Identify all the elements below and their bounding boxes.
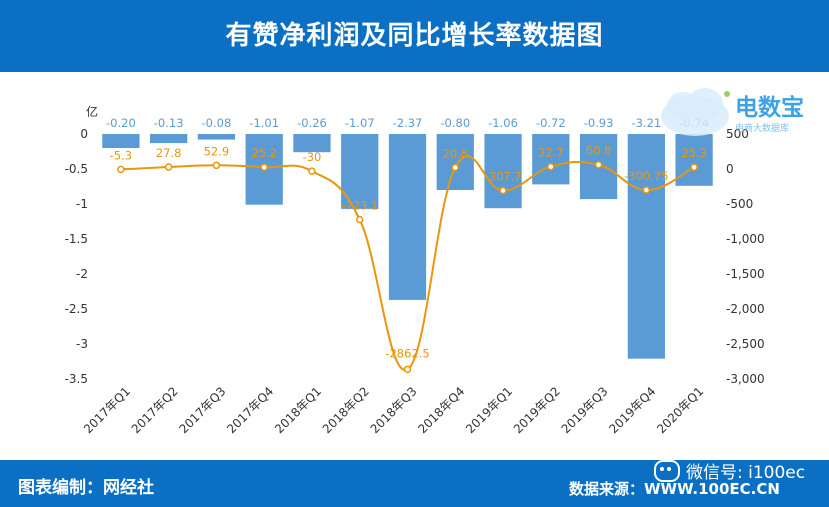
footer-source: 数据来源：WWW.100EC.CN: [569, 480, 780, 498]
line-point: [547, 162, 555, 171]
x-tick-label: 2017年Q1: [81, 384, 133, 436]
cloud-logo-icon: [655, 82, 825, 142]
bar-data-label: -2.37: [393, 116, 423, 130]
y-left-tick-label: -1.5: [65, 232, 88, 246]
y-right-tick-label: -1,500: [726, 267, 765, 281]
x-tick-label: 2017年Q3: [176, 384, 228, 436]
line-data-label: 52.9: [204, 144, 230, 158]
line-data-label: -300.75: [624, 169, 668, 183]
line-data-label: -2862.5: [385, 346, 429, 360]
y-left-tick-label: -3: [76, 337, 88, 351]
x-tick-label: 2017年Q4: [224, 384, 276, 436]
bar-data-label: -0.20: [106, 116, 136, 130]
bar-data-label: -0.80: [440, 116, 470, 130]
bar-data-label: -0.08: [202, 116, 232, 130]
line-point: [499, 186, 507, 195]
x-tick-label: 2020年Q1: [654, 384, 706, 436]
line-point: [355, 215, 364, 224]
footer-credit: 图表编制：网经社: [18, 478, 154, 498]
bar-data-label: -0.72: [536, 116, 566, 130]
bar: [388, 134, 427, 300]
y-right-tick-label: 0: [726, 162, 734, 176]
line-data-label: 25.3: [681, 146, 707, 160]
line-data-label: 27.8: [156, 146, 182, 160]
line-point: [212, 161, 221, 170]
line-data-label: 32.7: [538, 146, 564, 160]
header-bar: [0, 0, 829, 72]
x-tick-label: 2018年Q1: [272, 384, 324, 436]
bar: [293, 134, 331, 153]
wechat-badge: 微信号: i100ec: [654, 458, 805, 483]
x-tick-label: 2018年Q2: [320, 384, 372, 436]
line-data-label: -723.1: [341, 199, 378, 213]
bar: [627, 134, 665, 359]
bar: [197, 134, 236, 140]
bar-data-label: -1.07: [345, 116, 375, 130]
line-point: [594, 160, 603, 169]
y-left-tick-label: -2.5: [65, 302, 88, 316]
line-data-label: 60.8: [586, 144, 612, 158]
line-data-label: -307.7: [484, 170, 521, 184]
y-right-tick-label: -2,000: [726, 302, 765, 316]
y-right-tick-label: 500: [726, 127, 749, 141]
line-data-label: -30: [303, 150, 322, 164]
bar-data-label: -1.01: [249, 116, 279, 130]
x-tick-label: 2019年Q4: [606, 384, 658, 436]
bar-data-label: -1.06: [488, 116, 518, 130]
footer-bar: [0, 460, 829, 507]
y-right-tick-label: -2,500: [726, 337, 765, 351]
bar-data-label: -3.21: [631, 116, 661, 130]
bar-data-label: -0.13: [154, 116, 184, 130]
wechat-icon: [654, 459, 680, 482]
bar: [436, 134, 474, 190]
bar: [102, 134, 140, 148]
line-point: [642, 186, 651, 194]
line-data-label: -5.3: [110, 148, 132, 162]
bar-data-label: -0.26: [297, 116, 327, 130]
y-left-tick-label: -3.5: [65, 372, 88, 386]
x-tick-label: 2019年Q3: [559, 384, 611, 436]
line-point: [117, 165, 125, 174]
logo-brand: 电数宝: [735, 95, 804, 121]
line-point: [403, 365, 412, 374]
line-data-label: 25.2: [251, 146, 277, 160]
x-tick-label: 2018年Q4: [415, 384, 467, 436]
wechat-label: 微信号: i100ec: [686, 463, 806, 483]
y-left-tick-label: -0.5: [65, 162, 88, 176]
line-data-label: 20.8: [442, 147, 468, 161]
chart-area: 0 -0.5 -1 -1.5 -2 -2.5 -3 -3.5 亿 500 0 -500 -1,000 -1…: [65, 104, 765, 436]
y-right-tick-label: -3,000: [726, 372, 765, 386]
bar: [150, 134, 188, 144]
bar-data-label: -0.93: [584, 116, 614, 130]
y-left-tick-label: -1: [76, 197, 88, 211]
bar: [484, 134, 522, 209]
y-right-tick-label: -1,000: [726, 232, 765, 246]
x-tick-label: 2019年Q1: [463, 384, 515, 436]
line-point: [451, 163, 460, 172]
line-point: [260, 163, 268, 171]
cloud-logo-shape: [661, 88, 730, 136]
page-title: 有赞净利润及同比增长率数据图: [225, 21, 604, 51]
x-tick-label: 2017年Q2: [129, 384, 181, 436]
line-point: [308, 167, 316, 175]
y-left-tick-label: -2: [76, 267, 88, 281]
logo-subtitle: 电商大数据库: [735, 124, 790, 134]
y-right-tick-label: -500: [726, 197, 753, 211]
line-point: [690, 163, 698, 171]
bar: [675, 134, 713, 186]
bar: [532, 134, 570, 185]
y-left-tick-label: 0: [80, 127, 88, 141]
line-point: [164, 163, 173, 171]
x-tick-label: 2019年Q2: [511, 384, 563, 436]
y-left-unit: 亿: [86, 104, 98, 119]
x-tick-label: 2018年Q3: [368, 384, 420, 436]
